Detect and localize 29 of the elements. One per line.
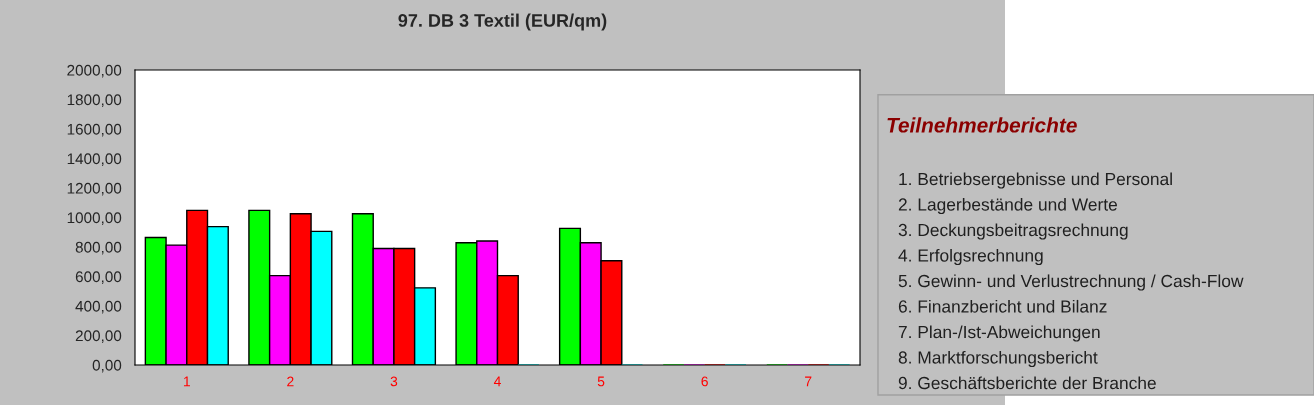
text: 7. Plan-/Ist-Abweichungen [898,325,1100,342]
x-tick-label: 5 [597,376,605,387]
y-tick-label: 0,00 [92,359,122,373]
x-tick-label: 6 [701,376,708,387]
y-tick-label: 1400,00 [67,153,122,166]
chart-title: 97. DB 3 Textil (EUR/qm) [398,13,607,31]
y-tick-label: 1000,00 [67,212,122,225]
y-tick-label: 1800,00 [67,94,122,107]
text: 4. Erfolgsrechnung [898,248,1043,266]
text: 9. Geschäftsberichte der Branche [898,376,1156,390]
text: 8. Marktforschungsbericht [898,350,1098,368]
text: 2. Lagerbestände und Werte [898,197,1117,215]
y-tick-label: 400,00 [75,300,122,314]
x-tick-label: 7 [805,376,812,387]
x-tick-label: 2 [287,376,294,387]
x-tick-label: 3 [390,376,398,387]
text: 1. Betriebsergebnisse und Personal [899,172,1172,189]
text: 5. Gewinn- und Verlustrechnung / Cash-Flow [898,274,1244,291]
y-tick-label: 1600,00 [67,123,122,137]
x-tick-label: 1 [183,376,190,387]
y-tick-label: 800,00 [75,241,122,255]
text: Teilnehmerberichte [887,117,1077,133]
y-tick-label: 200,00 [75,330,122,343]
y-tick-label: 2000,00 [67,64,122,78]
y-tick-label: 1200,00 [67,182,122,196]
text: 3. Deckungsbeitragsrechnung [898,223,1128,240]
x-tick-label: 4 [493,376,501,387]
y-tick-label: 600,00 [75,271,122,284]
text: 6. Finanzbericht und Bilanz [898,299,1107,313]
